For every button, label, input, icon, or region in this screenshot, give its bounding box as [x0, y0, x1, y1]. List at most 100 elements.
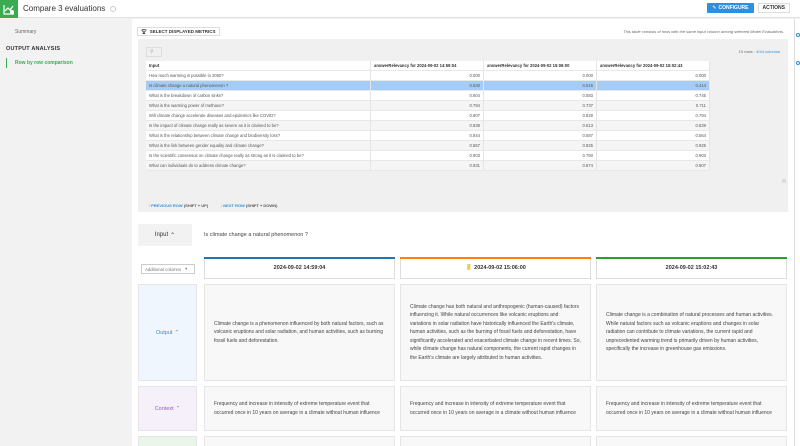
additional-columns-select[interactable]: Additional columns ▾	[141, 264, 195, 274]
cell-value: 0.414	[597, 81, 710, 90]
cell-input: What is the breakdown of carbon sinks?	[146, 91, 371, 100]
sidebar: Summary OUTPUT ANALYSIS Row by row compa…	[0, 19, 132, 446]
output-cell-2: Climate change has both natural and anth…	[400, 284, 591, 381]
cell-input: Is climate change a natural phenomenon ?	[146, 81, 371, 90]
table-row[interactable]: What is the relationship between climate…	[146, 131, 710, 141]
cell-value: 0.903	[371, 151, 484, 160]
cell-value: 0.530	[371, 81, 484, 90]
chevron-up-icon: ⌃	[174, 329, 180, 336]
table-row[interactable]: What is the breakdown of carbon sinks? 0.…	[146, 91, 710, 101]
table-row-selected[interactable]: Is climate change a natural phenomenon ?…	[146, 81, 710, 91]
configure-button[interactable]: ✎ CONFIGURE	[707, 3, 754, 13]
column-header-input[interactable]: Input	[146, 61, 371, 70]
input-value: Is climate change a natural phenomenon ?	[204, 232, 308, 238]
table-row[interactable]: What is the link between gender equality…	[146, 141, 710, 151]
previous-row-button[interactable]: ↑ PREVIOUS ROW (SHIFT + UP)	[148, 203, 209, 208]
search-icon: ⚲	[150, 49, 154, 55]
right-panel-scrollbar[interactable]	[794, 19, 800, 446]
cell-value: 0.867	[371, 141, 484, 150]
eval-column-header-1: 2024-09-02 14:59:04	[204, 257, 395, 279]
eval-column-header-2: 🏅︎ 2024-09-02 15:06:00	[400, 257, 591, 279]
context-toggle[interactable]: Context ⌃	[138, 386, 197, 431]
chevron-up-icon: ⌃	[175, 405, 181, 412]
cell-value: 0.000	[484, 71, 597, 80]
color-bar	[596, 257, 787, 259]
trophy-icon: 🏆︎	[141, 28, 147, 34]
cell-value: 0.829	[484, 111, 597, 120]
cell-value: 0.000	[371, 71, 484, 80]
table-row[interactable]: Will climate change accelerate diseases …	[146, 111, 710, 121]
cell-value: 0.000	[597, 71, 710, 80]
cell-value: 0.794	[371, 101, 484, 110]
info-icon[interactable]	[110, 5, 117, 12]
chevron-up-icon: ⌃	[170, 232, 176, 239]
cell-value: 0.807	[371, 111, 484, 120]
medal-icon: 🏅︎	[465, 265, 473, 271]
cell-value: 0.839	[597, 121, 710, 130]
data-table: Input answerRelevancy for 2024-09-02 14:…	[146, 61, 710, 171]
actions-button[interactable]: ACTIONS	[757, 3, 790, 13]
next-section-toggle[interactable]	[138, 436, 197, 446]
cell-value: 0.604	[371, 91, 484, 100]
next-row-button[interactable]: ↓ NEXT ROW (SHIFT + DOWN)	[220, 203, 278, 208]
cell-value: 0.794	[597, 111, 710, 120]
input-toggle[interactable]: Input ⌃	[138, 224, 192, 246]
output-cell-1: Climate change is a phenomenon influence…	[204, 284, 395, 381]
next-cell-2	[400, 436, 591, 446]
cell-input: What is the warming power of methane?	[146, 101, 371, 110]
cell-value: 0.903	[597, 151, 710, 160]
cell-value: 0.737	[484, 101, 597, 110]
select-metrics-button[interactable]: 🏆︎ SELECT DISPLAYED METRICS	[137, 27, 220, 36]
cell-value: 0.750	[484, 151, 597, 160]
cell-input: What is the link between gender equality…	[146, 141, 371, 150]
color-bar	[204, 257, 395, 259]
cell-input: How much warming is possible in 2050?	[146, 71, 371, 80]
table-row[interactable]: Is the impact of climate change really a…	[146, 121, 710, 131]
table-row[interactable]: What can individuals do to address clima…	[146, 161, 710, 171]
cell-value: 0.564	[597, 131, 710, 140]
next-cell-3	[596, 436, 787, 446]
table-row[interactable]: What is the warming power of methane? 0.7…	[146, 101, 710, 111]
output-toggle[interactable]: Output ⌃	[138, 284, 197, 381]
column-header-metric-2[interactable]: answerRelevancy for 2024-09-02 15:06:00	[484, 61, 597, 70]
context-cell-2: Frequency and increase in intensity of e…	[400, 386, 591, 431]
cell-value: 0.839	[371, 121, 484, 130]
grid-resize-handle[interactable]	[782, 179, 786, 183]
output-cell-3: Climate change is a combination of natur…	[596, 284, 787, 381]
cell-input: What is the relationship between climate…	[146, 131, 371, 140]
cell-value: 0.874	[484, 161, 597, 170]
cell-value: 0.925	[484, 141, 597, 150]
column-header-metric-3[interactable]: answerRelevancy for 2024-09-02 15:02:43	[597, 61, 710, 70]
eval-column-header-3: 2024-09-02 15:02:43	[596, 257, 787, 279]
cell-input: What can individuals do to address clima…	[146, 161, 371, 170]
cell-input: Will climate change accelerate diseases …	[146, 111, 371, 120]
search-input[interactable]: ⚲	[146, 47, 162, 57]
cell-value: 0.844	[371, 131, 484, 140]
cell-value: 0.613	[484, 121, 597, 130]
top-bar: Compare 3 evaluations ✎ CONFIGURE ACTION…	[0, 0, 800, 18]
main-panel: 🏆︎ SELECT DISPLAYED METRICS This table c…	[132, 19, 794, 446]
row-navigation: ↑ PREVIOUS ROW (SHIFT + UP) ↓ NEXT ROW (…	[138, 199, 788, 212]
cell-value: 0.745	[597, 91, 710, 100]
dropdown-caret-icon: ▾	[185, 266, 188, 271]
table-row[interactable]: How much warming is possible in 2050? 0.0…	[146, 71, 710, 81]
info-icon[interactable]	[796, 61, 800, 65]
help-icon[interactable]	[796, 33, 800, 37]
table-row[interactable]: Is the scientific consensus on climate c…	[146, 151, 710, 161]
cell-value: 0.587	[484, 131, 597, 140]
comparison-grid: ⚲ 10 rows · 4/44 columns Input answerRel…	[138, 39, 788, 199]
arrow-up-icon: ↑	[148, 203, 152, 208]
edit-icon: ✎	[712, 5, 717, 11]
app-logo-icon[interactable]	[0, 0, 18, 18]
table-note: This table consists of rows with the sam…	[623, 29, 784, 34]
context-cell-3: Frequency and increase in intensity of e…	[596, 386, 787, 431]
context-cell-1: Frequency and increase in intensity of e…	[204, 386, 395, 431]
columns-link[interactable]: 4/44 columns	[756, 49, 780, 54]
sidebar-item-row-by-row[interactable]: Row by row comparison	[6, 58, 73, 68]
column-header-metric-1[interactable]: answerRelevancy for 2024-09-02 14:59:04	[371, 61, 484, 70]
cell-input: Is the scientific consensus on climate c…	[146, 151, 371, 160]
arrow-down-icon: ↓	[220, 203, 224, 208]
sidebar-item-summary[interactable]: Summary	[15, 29, 37, 35]
sidebar-section-output-analysis: OUTPUT ANALYSIS	[6, 46, 61, 52]
cell-value: 0.925	[597, 141, 710, 150]
